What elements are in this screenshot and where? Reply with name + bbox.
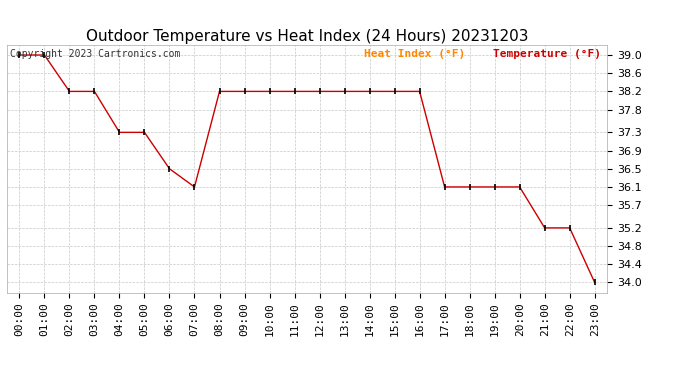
Text: Copyright 2023 Cartronics.com: Copyright 2023 Cartronics.com bbox=[10, 49, 180, 59]
Title: Outdoor Temperature vs Heat Index (24 Hours) 20231203: Outdoor Temperature vs Heat Index (24 Ho… bbox=[86, 29, 529, 44]
Text: Heat Index (°F): Heat Index (°F) bbox=[364, 49, 465, 59]
Text: Temperature (°F): Temperature (°F) bbox=[493, 49, 601, 59]
